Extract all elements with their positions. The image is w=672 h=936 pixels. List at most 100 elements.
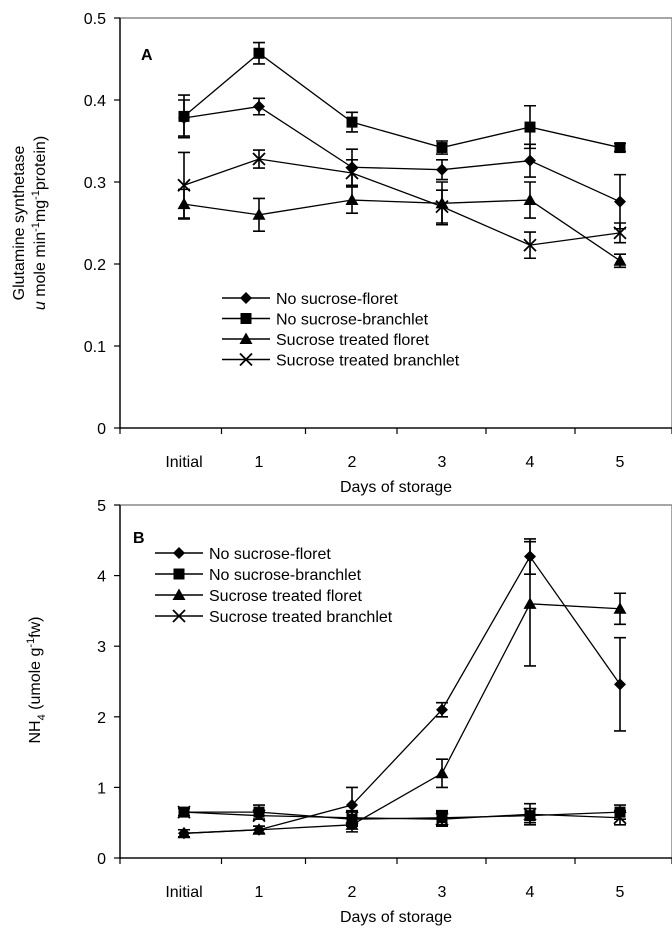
panel-b-data-point — [252, 809, 266, 823]
panel-a-data-point — [614, 195, 626, 208]
panel-a-y-tick-label: 0.3 — [84, 175, 106, 192]
panel-a-data-point — [253, 47, 265, 59]
panel-a-x-tick-label: 3 — [438, 454, 447, 471]
panel-a-x-tick-label: Initial — [165, 454, 202, 471]
panel-a-legend-marker — [240, 313, 252, 324]
panel-a-legend-label: No sucrose-floret — [276, 291, 398, 308]
panel-a-y-tick-label: 0 — [97, 421, 106, 438]
panel-b-x-tick-label: 1 — [255, 884, 264, 901]
panel-b-data-point — [614, 678, 626, 691]
panel-b-data-point — [523, 807, 537, 821]
panel-a-y-axis-label-line1: Glutamine synthetase — [11, 146, 28, 301]
panel-b-y-tick-label: 4 — [97, 569, 106, 586]
panel-b-label: B — [133, 530, 145, 547]
panel-b-legend: No sucrose-floret No sucrose-branchlet Suc… — [155, 546, 393, 626]
panel-a-data-point — [345, 166, 359, 180]
panel-b-data-point — [613, 811, 627, 825]
panel-b-y-tick-label: 5 — [97, 498, 106, 515]
panel-b-legend-marker — [172, 609, 186, 623]
panel-a-series-3 — [177, 181, 627, 269]
panel-a-legend-marker — [240, 292, 252, 304]
panel-b-data-point — [346, 799, 358, 812]
panel-b-data-point — [436, 703, 448, 716]
panel-a-data-point — [436, 142, 448, 154]
panel-a-series-line — [183, 158, 621, 246]
panel-a-data-point — [613, 226, 627, 240]
panel-a-x-tick-label: 1 — [255, 454, 264, 471]
panel-a-series-line — [183, 105, 621, 203]
panel-b-y-tick-label: 1 — [97, 780, 106, 797]
panel-a-series-line — [183, 199, 621, 262]
panel-a-data-point — [435, 199, 449, 214]
panel-a-data-point — [436, 163, 448, 176]
panel-b-legend-label: No sucrose-branchlet — [209, 567, 362, 584]
panel-b-legend-marker — [173, 547, 185, 559]
panel-a-data-point — [252, 208, 266, 220]
panel-a-label: A — [141, 47, 153, 64]
panel-b-series-line — [183, 603, 621, 834]
panel-a-series-line — [183, 52, 621, 149]
panel-a-data-point — [177, 178, 191, 192]
panel-a-y-tick-label: 0.4 — [84, 93, 106, 110]
panel-a-series-4 — [177, 149, 627, 260]
panel-a-data-point — [178, 110, 190, 122]
panel-b-y-tick-label: 2 — [97, 710, 106, 727]
panel-a-legend-label: Sucrose treated floret — [276, 332, 430, 349]
panel-a-y-tick-label: 0.1 — [84, 339, 106, 356]
panel-b-data-point — [177, 805, 191, 819]
panel-b-x-tick-label: Initial — [165, 884, 202, 901]
panel-a-data-point — [613, 254, 627, 266]
panel-a-x-axis-label: Days of storage — [340, 479, 452, 496]
panel-a-x-tick-label: 4 — [526, 454, 535, 471]
panel-a-data-point — [252, 152, 266, 166]
panel-b-legend-marker — [173, 568, 185, 580]
panel-b-x-tick-label: 2 — [348, 884, 357, 901]
panel-a-y-axis-label-line2: u mole min-1mg-1protein) — [30, 136, 49, 310]
panel-a-data-point — [346, 116, 358, 128]
panel-b-series-4 — [177, 802, 627, 828]
panel-a-legend-marker — [239, 332, 253, 344]
panel-a-data-point — [345, 193, 359, 206]
panel-b-x-tick-label: 5 — [616, 884, 625, 901]
panel-b-legend-label: Sucrose treated floret — [209, 588, 363, 605]
panel-a-data-point — [523, 238, 537, 252]
panel-b-data-point — [345, 811, 359, 825]
panel-b-data-point — [523, 597, 537, 609]
panel-a-x-tick-label: 5 — [616, 454, 625, 471]
panel-a-y-tick-label: 0.2 — [84, 257, 106, 274]
chart-marks: 0 0.1 0.2 0.3 0.4 0.5 Initial 1 2 3 4 5 No sucrose-f… — [84, 11, 672, 901]
panel-a-x-tick-label: 2 — [348, 454, 357, 471]
panel-b-series-line — [183, 811, 621, 820]
panel-a-legend: No sucrose-floret No sucrose-branchlet Suc… — [222, 291, 460, 370]
panel-a-y-tick-label: 0.5 — [84, 11, 106, 28]
panel-b-y-axis-label: NH4 (umole g-1fw) — [25, 616, 48, 743]
panel-a-y-axis-title: Glutamine synthetase u mole min-1mg-1pro… — [11, 136, 49, 310]
panel-a-data-point — [614, 142, 626, 154]
panel-b-data-point — [252, 823, 266, 835]
panel-a-legend-marker — [239, 352, 253, 367]
panel-b-data-point — [177, 826, 191, 839]
panel-a-series-2 — [178, 41, 626, 155]
panel-a: A Days of storage Glutamine synthetase u… — [11, 17, 672, 496]
panel-a-data-point — [523, 193, 537, 206]
panel-b-legend-label: Sucrose treated branchlet — [209, 609, 393, 626]
panel-b-plot-frame — [119, 504, 672, 859]
panel-a-data-point — [524, 121, 536, 133]
panel-a-marks: 0 0.1 0.2 0.3 0.4 0.5 Initial 1 2 3 4 5 No sucrose-f… — [84, 11, 672, 471]
panel-b-x-axis-label: Days of storage — [340, 909, 452, 926]
panel-a-data-point — [253, 100, 265, 113]
panel-b-data-point — [435, 812, 449, 826]
panel-b-data-point — [613, 602, 627, 614]
panel-b-legend-label: No sucrose-floret — [209, 546, 331, 563]
panel-b-y-tick-label: 3 — [97, 639, 106, 656]
panel-b-series-3 — [177, 540, 627, 839]
panel-b-data-point — [435, 766, 449, 779]
panel-b-legend-marker — [172, 588, 186, 600]
panel-a-legend-label: Sucrose treated branchlet — [276, 353, 460, 370]
panel-a-legend-label: No sucrose-branchlet — [276, 312, 429, 329]
panel-b-y-tick-label: 0 — [97, 851, 106, 868]
panel-b-y-axis-title: NH4 (umole g-1fw) — [25, 616, 48, 743]
panel-a-data-point — [524, 154, 536, 167]
